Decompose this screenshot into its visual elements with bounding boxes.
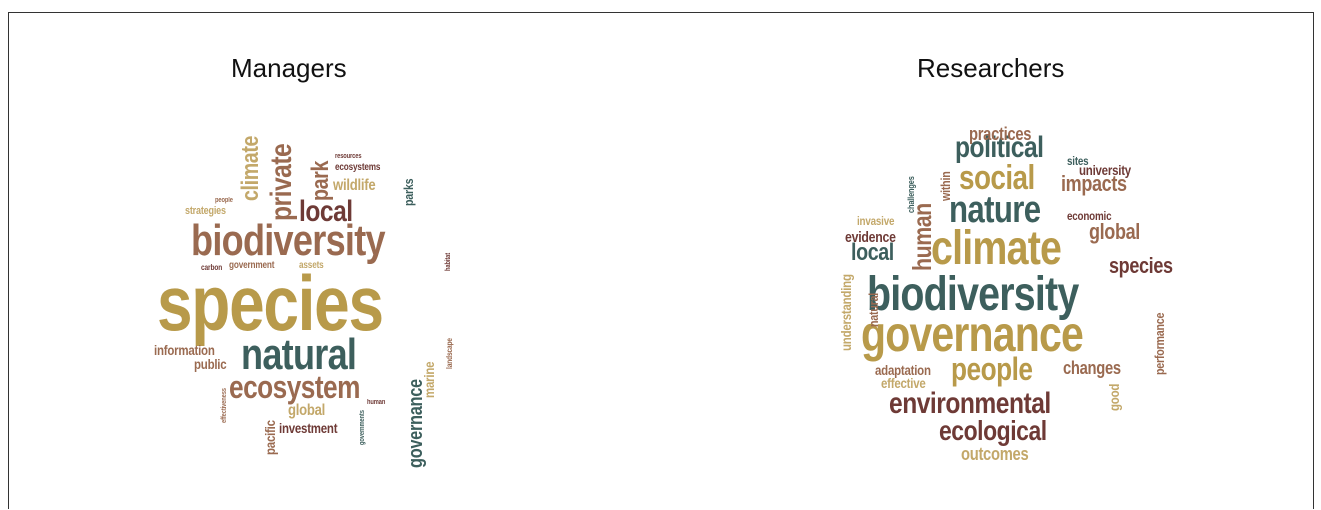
word-political: political [955,131,1044,164]
panel-title-managers: Managers [231,53,347,83]
word-government: government [229,260,275,271]
word-people: people [215,197,233,204]
word-cloud-researchers: biodiversity governance climate nature socia… [9,13,1315,510]
word-strategies: strategies [185,205,226,217]
word-information: information [154,342,215,358]
word-economic: economic [1067,209,1112,223]
word-changes: changes [1063,358,1121,378]
word-adaptation: adaptation [875,362,931,378]
word-challenges: challenges [906,176,916,213]
word-global: global [1089,219,1140,244]
word-nature: nature [949,189,1041,231]
word-good: good [1106,383,1122,411]
word-understanding: understanding [838,274,854,351]
word-wildlife: wildlife [333,177,376,194]
word-human: human [367,399,386,406]
word-governance: governance [861,306,1084,362]
word-invasive: invasive [857,214,895,228]
word-within: within [938,171,953,201]
word-social: social [959,159,1035,197]
word-climate: climate [931,222,1062,275]
word-local: local [851,239,894,266]
word-effective: effective [881,375,926,391]
word-environmental: environmental [889,387,1051,420]
word-practices: practices [969,124,1032,144]
word-natural: natural [241,330,357,379]
word-evidence: evidence [845,229,896,246]
word-people: people [951,351,1033,387]
word-assets: assets [299,260,324,271]
word-ecosystem: ecosystem [229,369,360,405]
word-resources: resources [335,153,362,160]
word-carbon: carbon [201,263,223,272]
word-investment: investment [279,420,338,436]
word-ecosystems: ecosystems [335,162,381,173]
word-sites: sites [1067,154,1089,168]
word-performance: performance [1152,312,1167,375]
word-university: university [1079,162,1131,178]
word-outcomes: outcomes [961,444,1029,464]
word-species: species [1109,253,1173,278]
word-biodiversity: biodiversity [867,268,1079,321]
word-cloud-managers: species biodiversity natural ecosystem local… [9,13,662,510]
word-natural: natural [866,292,881,327]
word-local: local [299,195,353,228]
panel-title-researchers: Researchers [917,53,1065,83]
word-impacts: impacts [1061,171,1127,196]
word-global: global [288,402,326,419]
word-biodiversity: biodiversity [191,216,386,265]
word-ecological: ecological [939,415,1047,446]
word-species: species [157,259,384,347]
word-public: public [194,356,227,372]
word-human: human [907,203,937,271]
figure-frame: Managers Researchers species biodiversity… [8,12,1314,509]
